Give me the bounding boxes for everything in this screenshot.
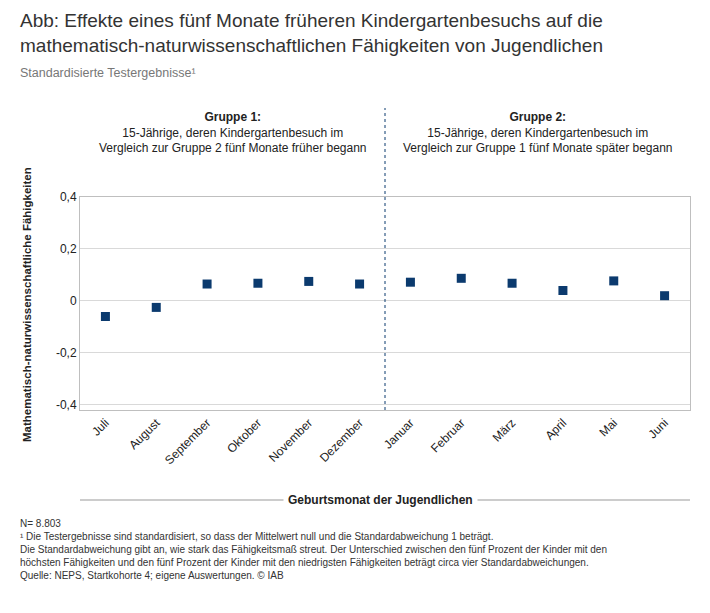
svg-text:Dezember: Dezember <box>317 416 366 465</box>
svg-text:0,2: 0,2 <box>60 242 77 256</box>
svg-text:0,4: 0,4 <box>60 190 77 204</box>
svg-text:0: 0 <box>70 294 77 308</box>
svg-text:Geburtsmonat der Jugendlichen: Geburtsmonat der Jugendlichen <box>288 493 473 507</box>
svg-text:Februar: Februar <box>428 416 468 456</box>
svg-text:November: November <box>266 416 315 465</box>
svg-text:-0,4: -0,4 <box>56 398 77 412</box>
svg-text:September: September <box>162 416 213 467</box>
svg-text:Oktober: Oktober <box>224 416 264 456</box>
svg-text:Gruppe 2:15-Jährige, deren Kin: Gruppe 2:15-Jährige, deren Kindergartenb… <box>403 110 673 155</box>
svg-text:Juli: Juli <box>89 416 112 439</box>
svg-text:Standardisierte Testergebnisse: Standardisierte Testergebnisse¹ <box>20 66 196 80</box>
svg-text:Mai: Mai <box>597 416 621 440</box>
svg-text:Juni: Juni <box>645 416 670 441</box>
svg-text:April: April <box>542 416 569 443</box>
svg-text:Gruppe 1:15-Jährige, deren Kin: Gruppe 1:15-Jährige, deren Kindergartenb… <box>99 110 367 155</box>
svg-text:März: März <box>490 416 519 445</box>
svg-text:August: August <box>126 415 163 452</box>
svg-text:Mathematisch-naturwissenschaft: Mathematisch-naturwissenschaftliche Fähi… <box>21 167 33 442</box>
svg-text:-0,2: -0,2 <box>56 346 77 360</box>
svg-text:Abb: Effekte eines fünf Monate: Abb: Effekte eines fünf Monate früheren … <box>20 10 603 56</box>
svg-text:Januar: Januar <box>381 416 417 452</box>
svg-text:N= 8.803¹ Die Testergebnisse s: N= 8.803¹ Die Testergebnisse sind standa… <box>20 518 607 581</box>
